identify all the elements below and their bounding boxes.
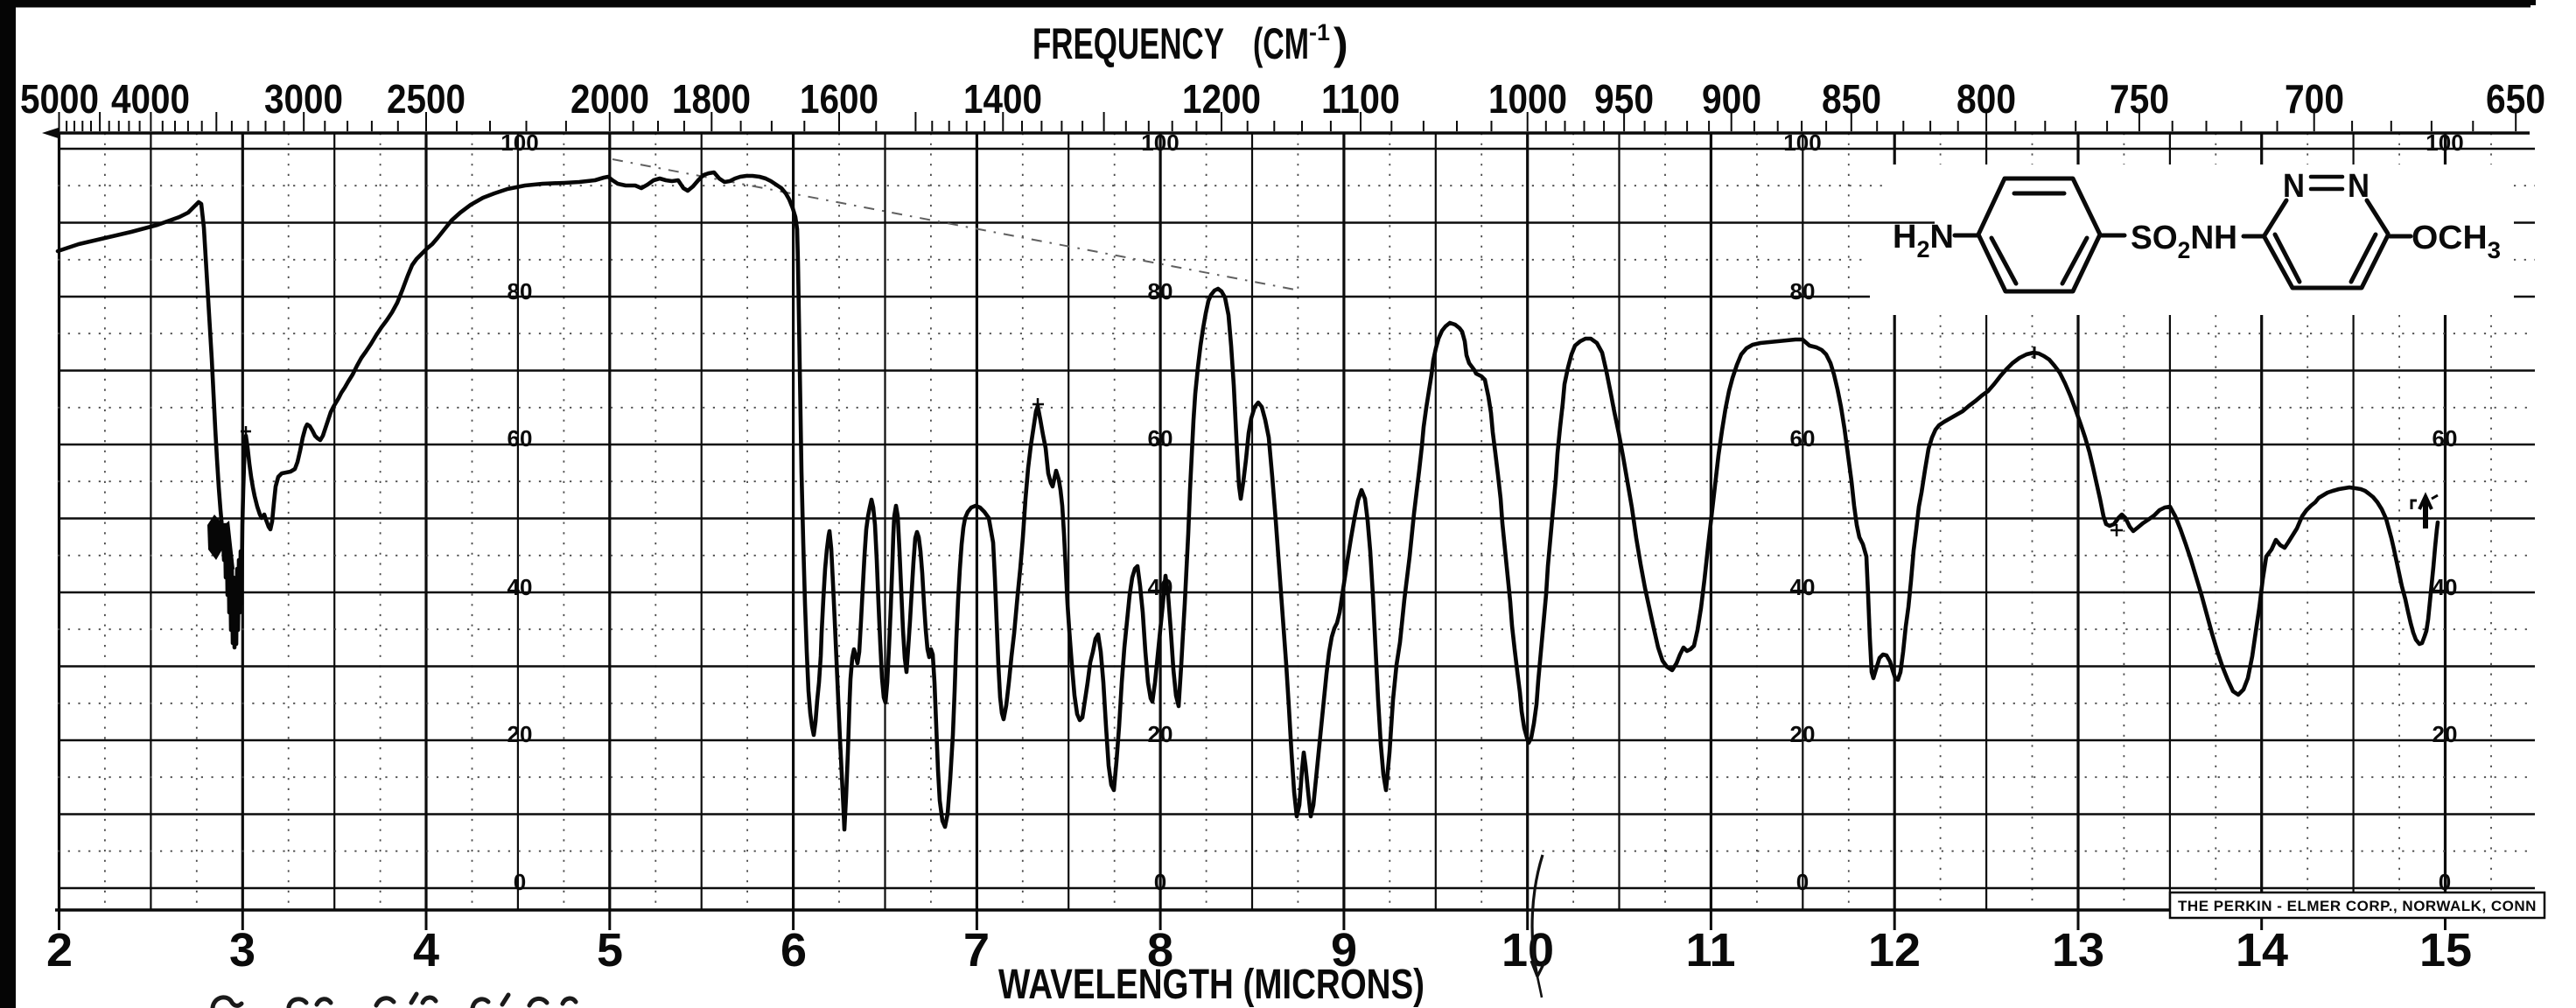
svg-text:80: 80 xyxy=(508,278,533,304)
svg-text:2500: 2500 xyxy=(387,76,466,122)
svg-text:20: 20 xyxy=(1790,721,1816,747)
svg-text:1400: 1400 xyxy=(963,76,1042,122)
svg-text:11: 11 xyxy=(1685,924,1735,976)
svg-text:700: 700 xyxy=(2285,76,2344,122)
svg-text:60: 60 xyxy=(1148,425,1173,452)
svg-text:100: 100 xyxy=(500,130,538,156)
svg-text:100: 100 xyxy=(2426,130,2463,156)
svg-text:800: 800 xyxy=(1956,76,2016,122)
svg-text:850: 850 xyxy=(1822,76,1881,122)
svg-text:40: 40 xyxy=(1790,574,1816,600)
svg-text:4: 4 xyxy=(413,924,439,976)
svg-text:1000: 1000 xyxy=(1488,76,1567,122)
svg-text:1200: 1200 xyxy=(1182,76,1261,122)
svg-text:13: 13 xyxy=(2052,924,2104,976)
svg-text:(CM: (CM xyxy=(1253,19,1309,68)
svg-text:40: 40 xyxy=(508,574,533,600)
svg-text:3000: 3000 xyxy=(264,76,343,122)
svg-text:3: 3 xyxy=(229,924,256,976)
svg-text:1800: 1800 xyxy=(672,76,751,122)
svg-text:80: 80 xyxy=(1790,278,1816,304)
svg-text:9: 9 xyxy=(1331,924,1357,976)
svg-text:0: 0 xyxy=(1154,869,1166,895)
svg-text:60: 60 xyxy=(1790,425,1816,452)
svg-text:900: 900 xyxy=(1702,76,1761,122)
svg-text:100: 100 xyxy=(1783,130,1821,156)
svg-text:SO2NH: SO2NH xyxy=(2131,220,2237,263)
svg-text:20: 20 xyxy=(2432,721,2458,747)
svg-text:20: 20 xyxy=(508,721,533,747)
svg-text:5000: 5000 xyxy=(20,76,99,122)
svg-text:OCH3: OCH3 xyxy=(2412,220,2501,263)
svg-text:WAVELENGTH (MICRONS): WAVELENGTH (MICRONS) xyxy=(998,962,1424,1008)
svg-text:750: 750 xyxy=(2110,76,2169,122)
svg-text:-1: -1 xyxy=(1309,19,1330,46)
svg-text:4000: 4000 xyxy=(111,76,190,122)
svg-text:7: 7 xyxy=(963,924,990,976)
svg-text:0: 0 xyxy=(2439,869,2451,895)
svg-text:12: 12 xyxy=(1868,924,1921,976)
svg-text:80: 80 xyxy=(1148,278,1173,304)
svg-text:H2N: H2N xyxy=(1893,219,1954,262)
svg-text:0: 0 xyxy=(514,869,526,895)
svg-text:1600: 1600 xyxy=(800,76,878,122)
svg-text:8: 8 xyxy=(1147,924,1173,976)
svg-text:0: 0 xyxy=(1796,869,1809,895)
svg-text:1100: 1100 xyxy=(1321,76,1400,122)
svg-text:N: N xyxy=(2348,168,2370,205)
svg-text:100: 100 xyxy=(1141,130,1179,156)
svg-text:40: 40 xyxy=(2432,574,2458,600)
svg-text:2000: 2000 xyxy=(570,76,649,122)
svg-text:20: 20 xyxy=(1148,721,1173,747)
svg-text:5: 5 xyxy=(597,924,623,976)
svg-text:10: 10 xyxy=(1502,924,1554,976)
svg-text:950: 950 xyxy=(1594,76,1654,122)
svg-text:N: N xyxy=(2283,168,2305,205)
svg-text:THE PERKIN - ELMER CORP., NORW: THE PERKIN - ELMER CORP., NORWALK, CONN xyxy=(2178,898,2537,914)
svg-text:650: 650 xyxy=(2486,76,2545,122)
svg-text:FREQUENCY: FREQUENCY xyxy=(1032,19,1224,68)
svg-text:14: 14 xyxy=(2236,924,2288,976)
svg-text:60: 60 xyxy=(508,425,533,452)
svg-text:60: 60 xyxy=(2432,425,2458,452)
svg-text:2: 2 xyxy=(46,924,73,976)
svg-text:6: 6 xyxy=(780,924,807,976)
svg-text:15: 15 xyxy=(2419,924,2472,976)
svg-text:): ) xyxy=(1334,19,1348,68)
